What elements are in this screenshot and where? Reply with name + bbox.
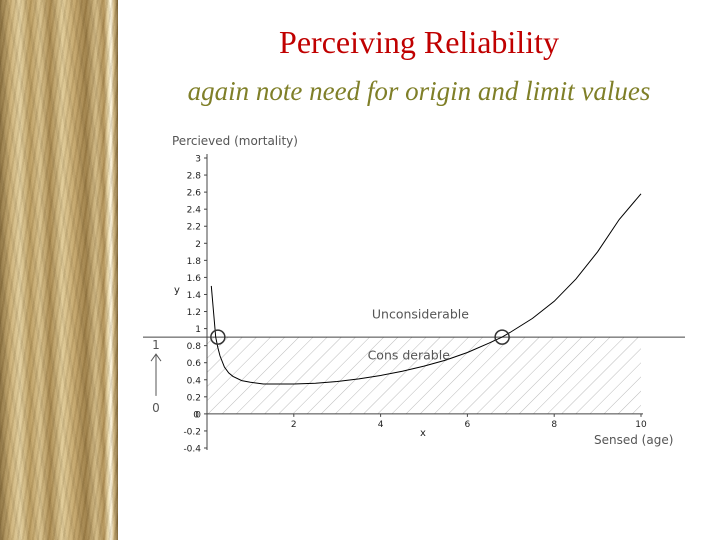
x-origin-label: 0	[193, 410, 199, 420]
x-tick-label: 4	[378, 420, 384, 430]
x-axis-letter: x	[420, 428, 426, 439]
x-tick-label: 6	[465, 420, 471, 430]
y-tick-label: 0	[195, 410, 201, 420]
y-tick-label: 2	[195, 240, 201, 250]
region-label: Cons derable	[368, 347, 451, 362]
slide-subtitle: again note need for origin and limit val…	[187, 76, 651, 106]
slide-title: Perceiving Reliability	[279, 24, 559, 60]
series-line	[210, 193, 642, 385]
y-tick-label: 0.2	[187, 393, 201, 403]
side-scale-top-label: 1	[152, 338, 160, 352]
chart-svg: 3 2.8 2.6 2.4 2.2 2 1.8 1.6 1.4 1.2 1 0.8 0.6 0.4 0.2 0…	[143, 134, 685, 455]
y-axis-letter: y	[174, 285, 180, 296]
side-scale-arrow-head	[150, 353, 162, 362]
intersection-marker	[210, 329, 226, 345]
side-scale-bottom-label: 0	[152, 401, 160, 415]
y-tick-label: 2.6	[187, 189, 202, 199]
y-tick-label: 1.4	[187, 291, 202, 301]
y-tick-label: 0.6	[187, 359, 202, 369]
y-tick-label: 1.6	[187, 274, 202, 284]
y-axis-title: Percieved (mortality)	[172, 134, 298, 148]
y-tick-label: 0.8	[187, 342, 202, 352]
sidebar-texture	[0, 0, 118, 540]
y-tick-label: 3	[195, 155, 201, 165]
reliability-chart: 3 2.8 2.6 2.4 2.2 2 1.8 1.6 1.4 1.2 1 0.8 0.6 0.4 0.2 0…	[140, 128, 700, 458]
x-tick-label: 8	[551, 420, 557, 430]
y-tick-label: 1	[195, 325, 201, 335]
y-tick-label: 0.4	[187, 376, 202, 386]
y-tick-label: 2.4	[187, 206, 202, 216]
region-label: Unconsiderable	[372, 306, 469, 321]
y-tick-label: -0.4	[183, 445, 201, 455]
y-tick-label: 2.2	[187, 223, 201, 233]
y-tick-label: 2.8	[187, 172, 202, 182]
y-tick-label: 1.8	[187, 257, 202, 267]
x-axis-title: Sensed (age)	[594, 433, 673, 447]
intersection-marker	[494, 329, 510, 345]
y-tick-label: -0.2	[183, 427, 201, 437]
x-tick-label: 2	[291, 420, 297, 430]
x-tick-label: 10	[635, 420, 647, 430]
y-tick-label: 1.2	[187, 308, 201, 318]
considerable-region	[207, 337, 641, 414]
